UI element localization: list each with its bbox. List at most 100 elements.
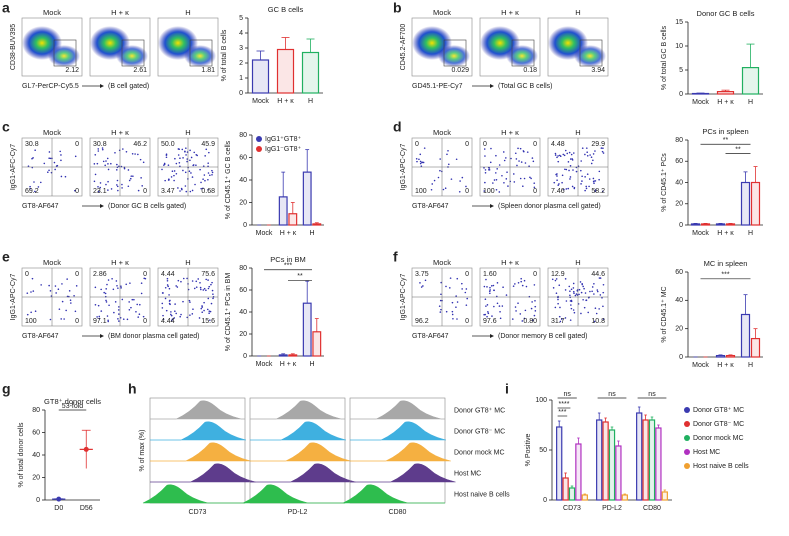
histogram: [242, 484, 345, 504]
axis-label: GT8-AF647: [412, 333, 449, 340]
event-dot: [419, 282, 421, 284]
histogram: [150, 463, 256, 483]
quadrant-value: 69.2: [25, 188, 39, 195]
event-dot: [202, 289, 205, 291]
event-dot: [484, 169, 487, 171]
axis-label: % Positive: [525, 434, 532, 467]
event-dot: [131, 298, 134, 301]
quadrant-value: 0.80: [523, 318, 537, 325]
event-dot: [119, 317, 122, 319]
event-dot: [193, 151, 196, 154]
event-dot: [595, 312, 598, 315]
event-dot: [561, 174, 564, 177]
event-dot: [211, 289, 214, 292]
event-dot: [70, 302, 72, 304]
y-tick-label: 20: [675, 326, 683, 333]
event-dot: [558, 315, 561, 318]
event-dot: [433, 179, 436, 182]
event-dot: [192, 308, 194, 310]
event-dot: [47, 171, 49, 174]
event-dot: [102, 160, 105, 163]
event-dot: [449, 277, 452, 279]
event-dot: [114, 301, 117, 303]
event-dot: [107, 319, 109, 322]
event-dot: [581, 180, 583, 182]
event-dot: [207, 287, 210, 290]
event-dot: [575, 293, 578, 295]
quadrant-value: 0: [533, 188, 537, 195]
event-dot: [118, 313, 120, 315]
event-dot: [188, 299, 191, 302]
event-dot: [106, 283, 108, 286]
axis-label: % of max (%): [139, 429, 146, 471]
event-dot: [104, 295, 107, 298]
event-dot: [486, 286, 488, 288]
event-dot: [533, 284, 536, 286]
event-dot: [565, 188, 568, 190]
x-tick-label: H: [309, 361, 314, 368]
event-dot: [569, 290, 571, 293]
event-dot: [530, 307, 533, 310]
event-dot: [483, 148, 486, 150]
event-dot: [593, 320, 596, 323]
legend-swatch: [684, 435, 690, 441]
event-dot: [569, 319, 572, 321]
event-dot: [189, 314, 191, 316]
event-dot: [118, 165, 120, 168]
histogram: [150, 442, 251, 462]
y-tick-label: 15: [675, 19, 683, 26]
event-dot: [592, 153, 595, 155]
event-dot: [423, 147, 426, 149]
event-dot: [129, 177, 132, 180]
event-dot: [496, 282, 499, 284]
row-label: Donor GT8⁺ MC: [454, 407, 505, 414]
event-dot: [447, 163, 450, 166]
event-dot: [200, 181, 202, 184]
event-dot: [531, 319, 534, 321]
event-dot: [564, 317, 567, 319]
y-tick-label: 40: [675, 179, 683, 186]
event-dot: [580, 169, 582, 172]
quadrant-value: 23.1: [93, 188, 107, 195]
event-dot: [34, 310, 37, 312]
event-dot: [489, 286, 491, 289]
legend-swatch: [256, 146, 262, 152]
event-dot: [464, 291, 467, 294]
plot-title: H: [185, 258, 190, 267]
event-dot: [437, 176, 440, 179]
event-dot: [121, 187, 123, 189]
axis-label: GT8-AF647: [22, 203, 59, 210]
event-dot: [445, 285, 447, 288]
event-dot: [115, 280, 118, 282]
arrow-head: [490, 84, 494, 88]
axis-label: GT8-AF647: [22, 333, 59, 340]
event-dot: [559, 320, 562, 323]
bar: [312, 223, 322, 226]
event-dot: [585, 147, 588, 149]
event-dot: [29, 185, 31, 188]
event-dot: [573, 292, 575, 295]
event-dot: [203, 309, 205, 312]
event-dot: [534, 305, 537, 308]
x-tick-label: D0: [54, 505, 63, 512]
plot-title: Mock: [43, 128, 61, 137]
event-dot: [571, 185, 574, 188]
event-dot: [113, 311, 115, 314]
event-dot: [591, 290, 593, 293]
event-dot: [490, 285, 493, 287]
histogram: [250, 421, 347, 441]
event-dot: [598, 170, 601, 173]
event-dot: [105, 183, 107, 186]
event-dot: [202, 187, 204, 190]
event-dot: [167, 164, 170, 166]
event-dot: [585, 185, 587, 188]
event-dot: [465, 288, 468, 290]
event-dot: [483, 167, 485, 169]
x-tick-label: H: [748, 99, 753, 106]
event-dot: [99, 186, 102, 189]
event-dot: [581, 282, 583, 285]
event-dot: [97, 148, 100, 150]
axis-label: % of total donor cells: [18, 422, 25, 487]
event-dot: [103, 291, 105, 294]
event-dot: [174, 303, 176, 305]
